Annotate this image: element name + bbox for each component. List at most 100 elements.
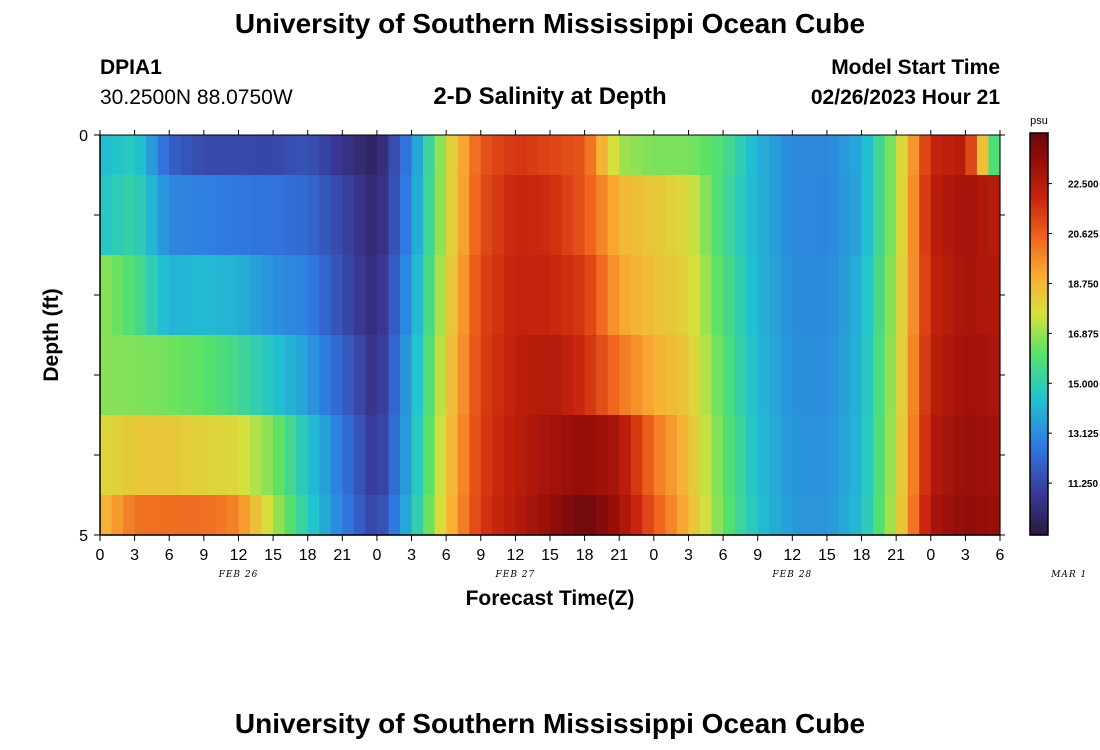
heatmap-cell <box>134 175 147 256</box>
colorbar-cell <box>1030 390 1048 393</box>
colorbar-cell <box>1030 514 1048 518</box>
heatmap-cell <box>688 415 701 496</box>
colorbar-cell <box>1030 524 1048 528</box>
heatmap-cell <box>884 135 897 176</box>
colorbar-cell <box>1030 486 1048 490</box>
heatmap-cell <box>861 335 874 416</box>
colorbar-cell <box>1030 518 1048 522</box>
heatmap-cell <box>711 415 724 496</box>
colorbar-cell <box>1030 189 1048 192</box>
heatmap-cell <box>965 495 978 536</box>
colorbar-cell <box>1030 428 1048 432</box>
colorbar-cell <box>1030 426 1048 430</box>
colorbar-cell <box>1030 394 1048 397</box>
heatmap-cell <box>319 495 332 536</box>
colorbar-cell <box>1030 364 1048 367</box>
heatmap-cell <box>492 255 505 336</box>
heatmap-cell <box>815 495 828 536</box>
colorbar-cell <box>1030 488 1048 492</box>
colorbar-cell <box>1030 305 1048 309</box>
colorbar-cell <box>1030 289 1048 293</box>
heatmap-cell <box>780 415 793 496</box>
heatmap-cell <box>342 135 355 176</box>
heatmap-cell <box>873 175 886 256</box>
heatmap-cell <box>192 175 205 256</box>
colorbar-cell <box>1030 408 1048 411</box>
colorbar-frame <box>1029 132 1049 536</box>
heatmap-cell <box>238 255 251 336</box>
colorbar-cell <box>1030 205 1048 208</box>
heatmap-cell <box>596 255 609 336</box>
heatmap-cell <box>873 135 886 176</box>
heatmap-cell <box>261 135 274 176</box>
heatmap-cell <box>757 135 770 176</box>
heatmap-cell <box>953 255 966 336</box>
heatmap-cell <box>203 415 216 496</box>
heatmap-cell <box>111 495 124 536</box>
heatmap-cell <box>550 495 563 536</box>
colorbar-cell <box>1030 245 1048 249</box>
x-tick-label: 15 <box>541 547 559 564</box>
heatmap-cell <box>526 495 540 536</box>
colorbar-tick-label: 13.125 <box>1068 429 1099 440</box>
colorbar-cell <box>1030 362 1048 365</box>
heatmap-cell <box>792 415 805 496</box>
heatmap-cell <box>653 415 666 496</box>
heatmap-cell <box>457 495 470 536</box>
heatmap-cell <box>307 175 320 256</box>
colorbar-cell <box>1030 249 1048 253</box>
heatmap-cell <box>965 415 978 496</box>
colorbar-cell <box>1030 344 1048 347</box>
colorbar-cell <box>1030 297 1048 301</box>
heatmap-cell <box>619 135 632 176</box>
heatmap-cell <box>734 415 747 496</box>
colorbar-cell <box>1030 157 1048 160</box>
heatmap-cell <box>261 415 274 496</box>
x-tick-label: 6 <box>165 547 174 564</box>
heatmap-cell <box>100 495 113 536</box>
colorbar-cell <box>1030 187 1048 190</box>
heatmap-cell <box>815 255 828 336</box>
colorbar-cell <box>1030 526 1048 530</box>
colorbar-cell <box>1030 416 1048 420</box>
heatmap-cell <box>930 415 943 496</box>
colorbar-cell <box>1030 400 1048 403</box>
heatmap-cell <box>723 175 736 256</box>
heatmap-cell <box>284 495 297 536</box>
heatmap-cells <box>100 135 1001 536</box>
heatmap-cell <box>584 335 597 416</box>
heatmap-cell <box>215 255 228 336</box>
heatmap-cell <box>123 135 136 176</box>
heatmap-cell <box>642 495 655 536</box>
heatmap-cell <box>584 415 597 496</box>
colorbar-cell <box>1030 528 1048 532</box>
heatmap-cell <box>884 415 897 496</box>
heatmap-cell <box>526 135 540 176</box>
x-tick-label: 15 <box>264 547 282 564</box>
heatmap-cell <box>573 255 586 336</box>
x-tick-label: 18 <box>576 547 594 564</box>
heatmap-cell <box>180 255 193 336</box>
heatmap-cell <box>746 495 759 536</box>
heatmap-cell <box>376 135 390 176</box>
page-title: University of Southern Mississippi Ocean… <box>234 8 866 39</box>
heatmap-cell <box>469 415 482 496</box>
heatmap-cell <box>942 335 955 416</box>
colorbar-cell <box>1030 139 1048 142</box>
heatmap-cell <box>492 335 505 416</box>
heatmap-cell <box>192 335 205 416</box>
heatmap-cell <box>561 415 574 496</box>
x-tick-label: 0 <box>372 547 381 564</box>
heatmap-cell <box>180 495 193 536</box>
colorbar-cell <box>1030 251 1048 255</box>
colorbar-cell <box>1030 197 1048 200</box>
heatmap-cell <box>180 175 193 256</box>
colorbar-cell <box>1030 243 1048 247</box>
colorbar-cell <box>1030 135 1048 138</box>
heatmap-cell <box>792 495 805 536</box>
heatmap-cell <box>942 255 955 336</box>
heatmap-cell <box>607 135 620 176</box>
heatmap-cell <box>746 335 759 416</box>
heatmap-cell <box>538 495 551 536</box>
heatmap-cell <box>538 335 551 416</box>
